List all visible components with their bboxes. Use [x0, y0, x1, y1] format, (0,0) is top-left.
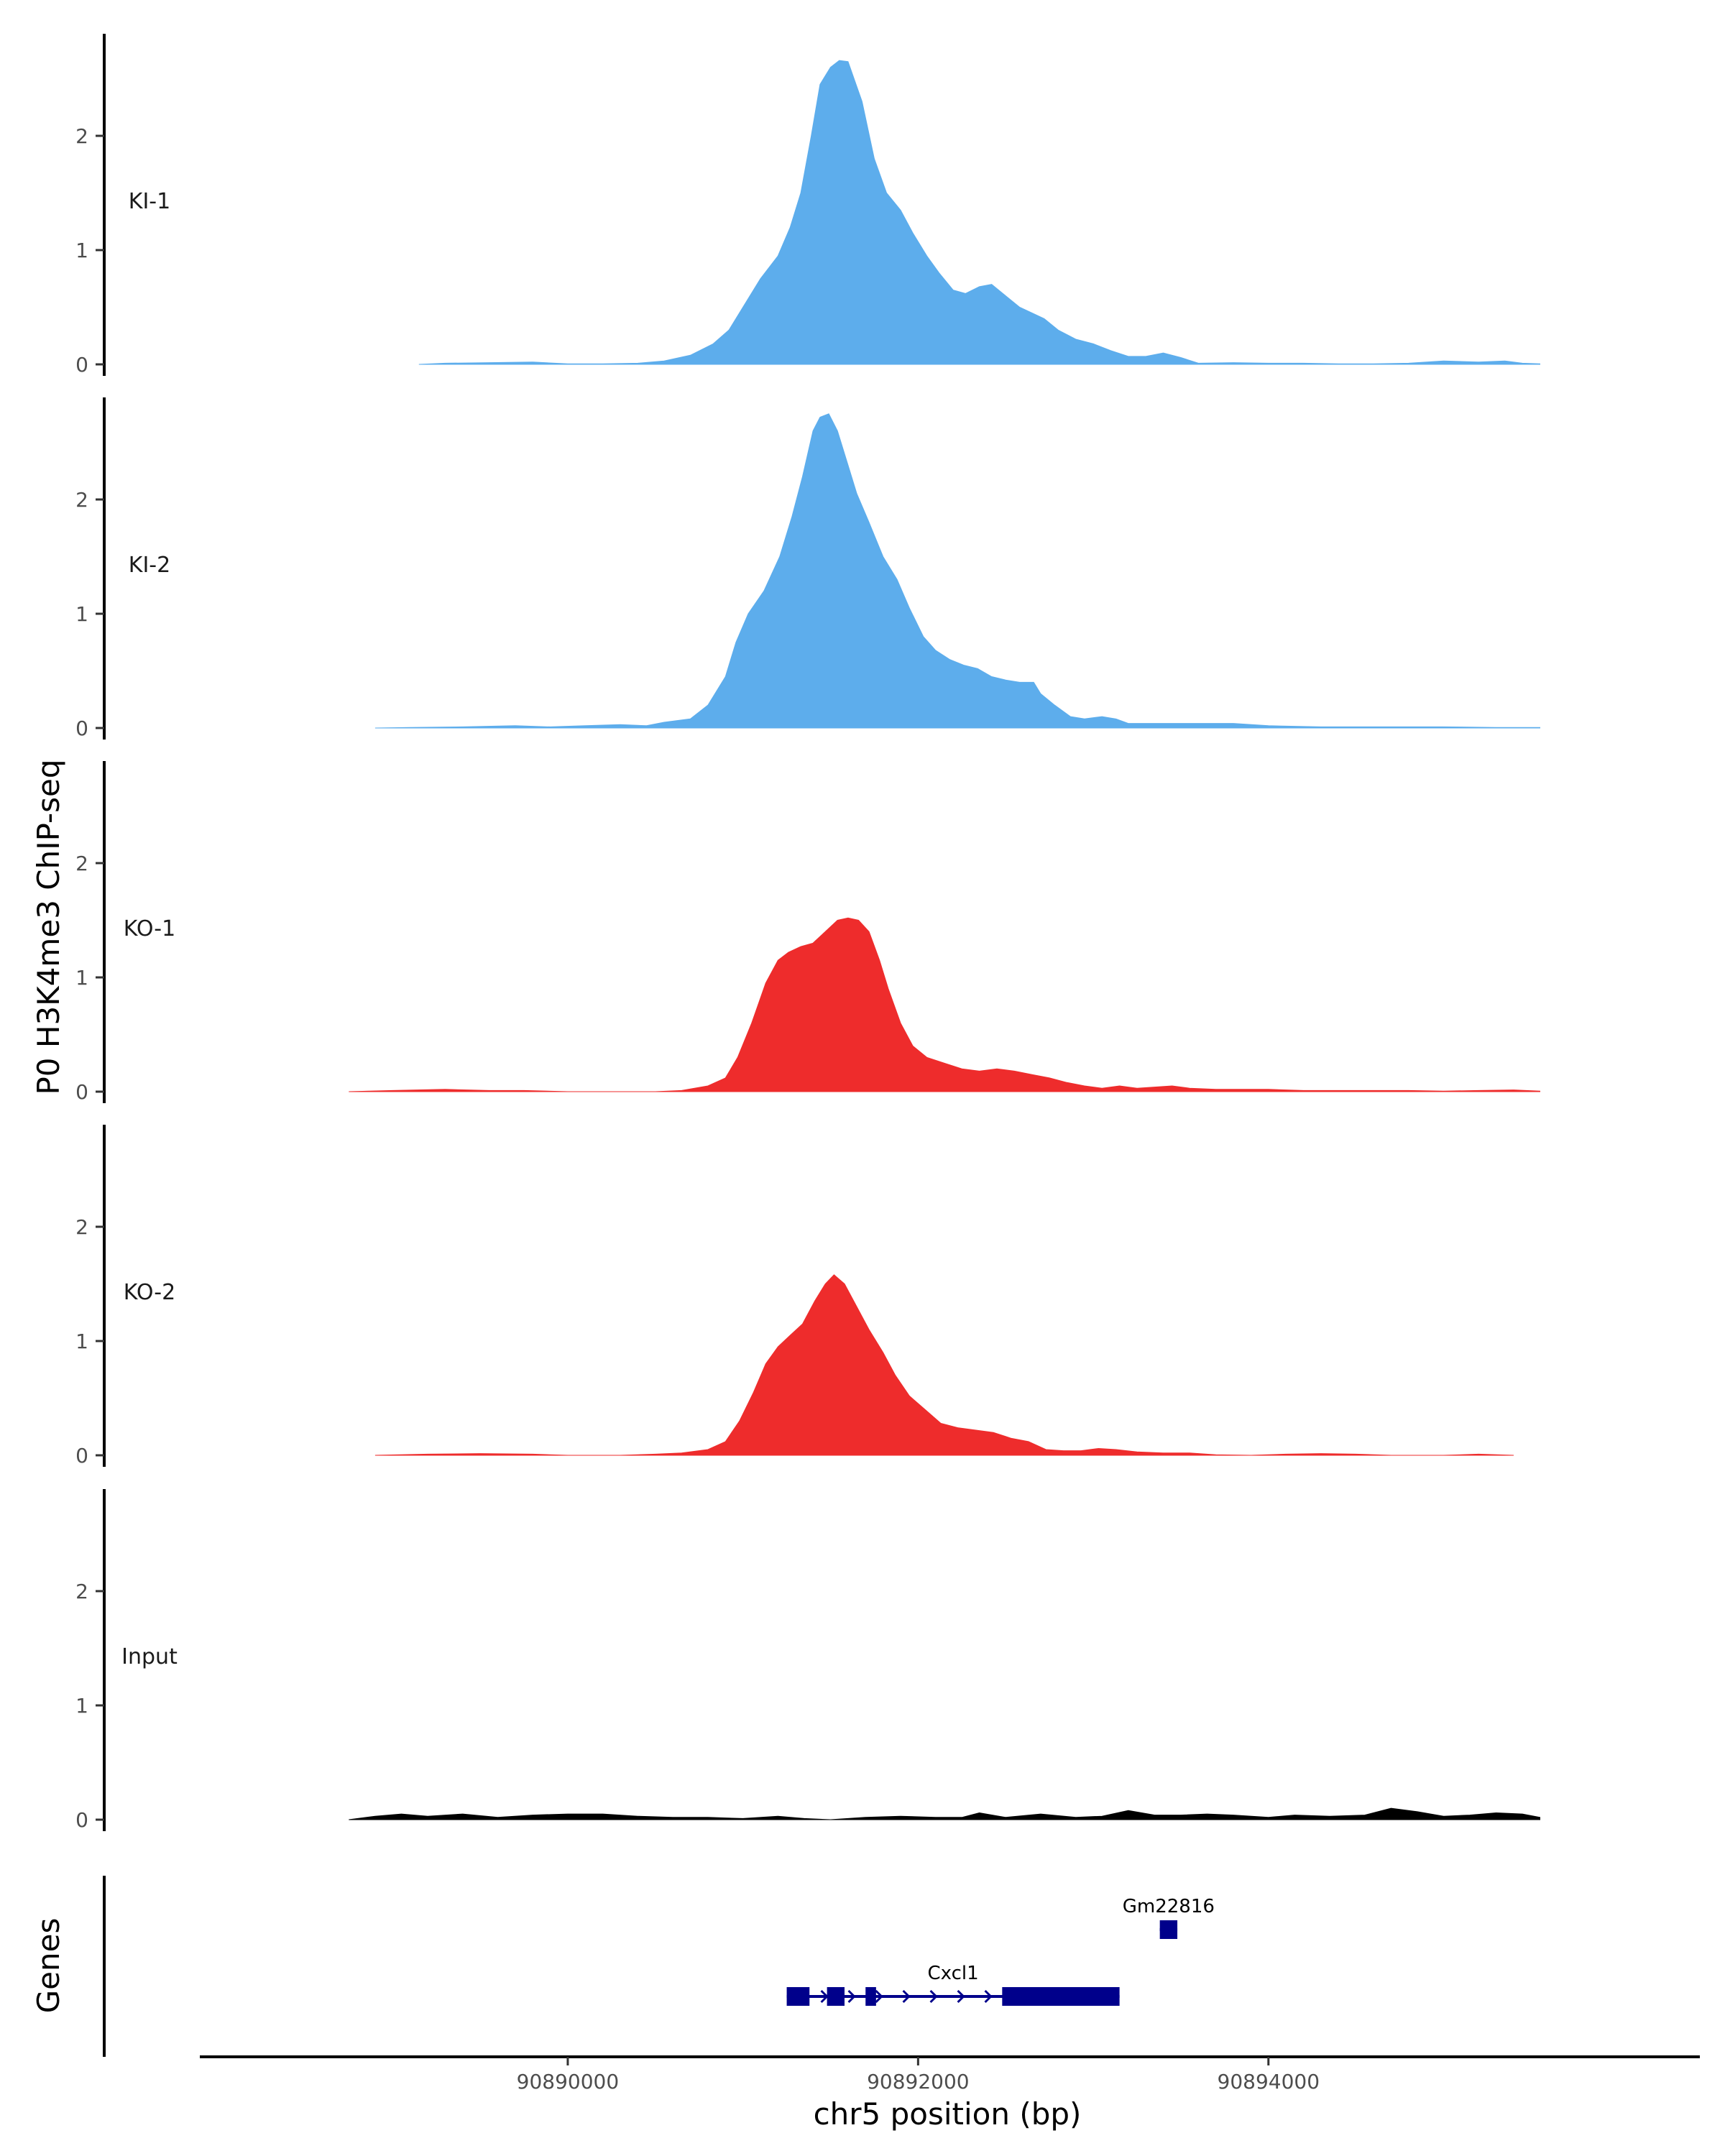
- strand-arrow: [929, 1989, 938, 2004]
- signal-area: [349, 917, 1540, 1092]
- gene-exon: [1002, 1987, 1120, 2006]
- y-tick-label: 1: [75, 602, 88, 626]
- track-label: KO-2: [124, 1280, 175, 1305]
- gene-exon: [827, 1987, 845, 2006]
- strand-arrow: [847, 1989, 856, 2004]
- strand-arrow: [957, 1989, 965, 2004]
- y-tick-label: 2: [75, 488, 88, 512]
- signal-area: [374, 413, 1540, 729]
- genes-panel-title: Genes: [31, 1918, 66, 2014]
- y-tick-label: 1: [75, 1330, 88, 1353]
- signal-area: [349, 1807, 1540, 1820]
- gene-exon: [1159, 1920, 1178, 1939]
- y-tick-label: 0: [75, 1808, 88, 1832]
- genes-panel: Cxcl1 Gm22816: [103, 1876, 1215, 2057]
- y-tick-label: 1: [75, 966, 88, 990]
- tracks-layer: 0 1 2 KI-1 0 1 2 KI-2 0 1 2 KO-1 0 1 2 KO-2 0 1 2 Input: [75, 34, 1540, 1832]
- track-label: Input: [121, 1644, 178, 1669]
- signal-area: [374, 1274, 1514, 1456]
- track-input: 0 1 2 Input: [75, 1489, 1540, 1832]
- x-axis-title: chr5 position (bp): [814, 2096, 1082, 2132]
- gene-gm22816: Gm22816: [1123, 1896, 1215, 1939]
- y-tick-label: 1: [75, 1694, 88, 1718]
- x-tick-label: 90890000: [517, 2070, 620, 2093]
- y-tick-label: 0: [75, 1080, 88, 1104]
- y-tick-label: 2: [75, 1580, 88, 1603]
- strand-arrow: [875, 1989, 883, 2004]
- track-label: KI-2: [129, 553, 170, 578]
- strand-arrow: [902, 1989, 911, 2004]
- x-tick-label: 90892000: [867, 2070, 970, 2093]
- track-ko-2: 0 1 2 KO-2: [75, 1125, 1514, 1468]
- y-tick-label: 1: [75, 239, 88, 262]
- y-tick-label: 0: [75, 1444, 88, 1468]
- y-tick-label: 2: [75, 1215, 88, 1239]
- track-ki-1: 0 1 2 KI-1: [75, 34, 1540, 377]
- track-label: KO-1: [124, 916, 175, 941]
- x-tick-label: 90894000: [1218, 2070, 1320, 2093]
- track-ki-2: 0 1 2 KI-2: [75, 397, 1540, 740]
- gene-cxcl1: Cxcl1: [786, 1963, 1120, 2006]
- strand-arrow: [984, 1989, 993, 2004]
- y-tick-label: 2: [75, 852, 88, 875]
- y-axis-title: P0 H3K4me3 ChIP-seq: [31, 759, 66, 1095]
- gene-exon: [865, 1987, 876, 2006]
- gene-exon: [786, 1987, 810, 2006]
- track-label: KI-1: [129, 189, 170, 214]
- strand-arrow: [820, 1989, 829, 2004]
- track-ko-1: 0 1 2 KO-1: [75, 761, 1540, 1104]
- signal-area: [418, 60, 1540, 365]
- y-tick-label: 0: [75, 353, 88, 377]
- x-axis: 90890000 90892000 90894000: [200, 2055, 1700, 2093]
- y-tick-label: 0: [75, 717, 88, 740]
- gene-label: Gm22816: [1123, 1896, 1215, 1917]
- y-tick-label: 2: [75, 124, 88, 148]
- gene-label: Cxcl1: [928, 1963, 979, 1984]
